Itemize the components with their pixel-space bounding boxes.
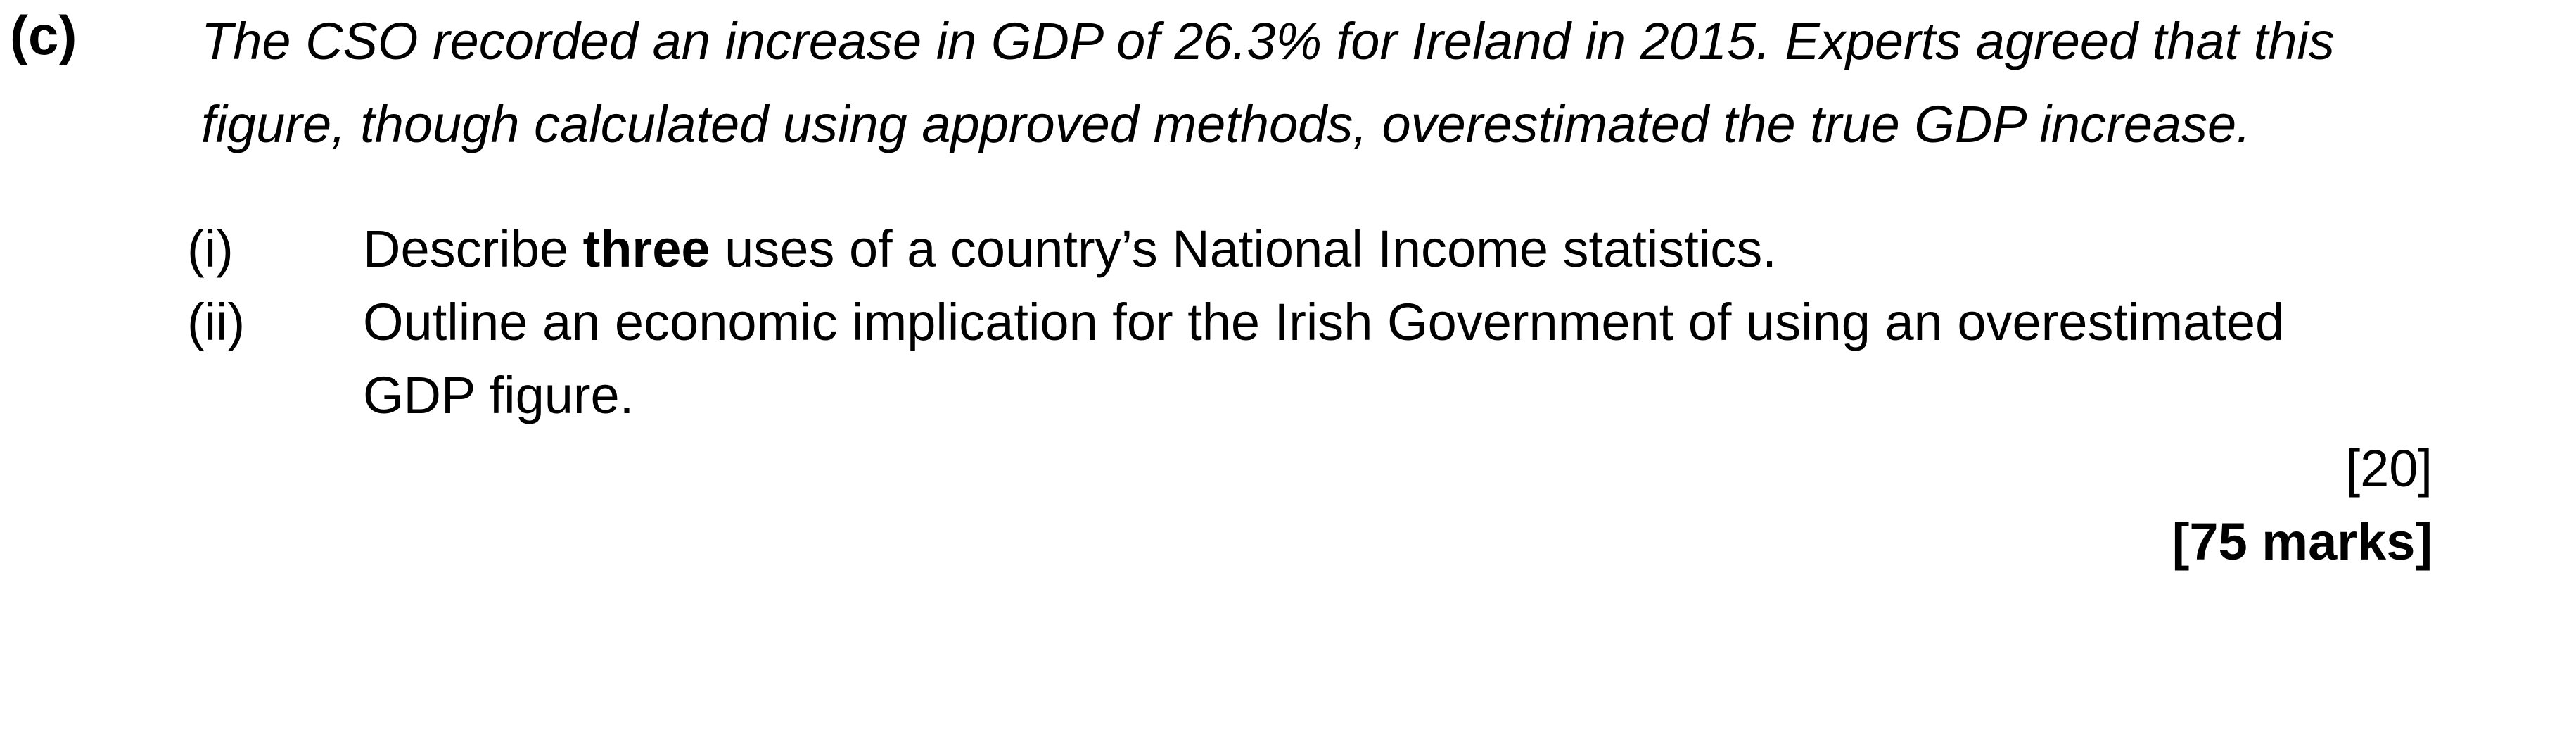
part-i: (i) Describe three uses of a country’s Na… (187, 213, 1777, 286)
question-stem: The CSO recorded an increase in GDP of 2… (201, 0, 2452, 166)
question-label: (c) (10, 4, 77, 66)
part-ii-text-line-2: GDP figure. (363, 366, 635, 424)
part-i-text-after: uses of a country’s National Income stat… (710, 220, 1777, 278)
part-i-text-before: Describe (363, 220, 583, 278)
part-i-numeral: (i) (187, 220, 234, 278)
part-marks: [20] (2345, 439, 2432, 498)
part-ii: (ii) Outline an economic implication for … (187, 286, 2284, 359)
stem-line-1: The CSO recorded an increase in GDP of 2… (201, 12, 2335, 70)
part-ii-numeral: (ii) (187, 293, 246, 351)
part-i-text: Describe three uses of a country’s Natio… (363, 213, 1777, 286)
part-i-text-bold: three (582, 220, 710, 278)
part-ii-text-line-1: Outline an economic implication for the … (363, 293, 2285, 351)
total-marks: [75 marks] (2172, 512, 2432, 571)
stem-line-2: figure, though calculated using approved… (201, 95, 2251, 153)
